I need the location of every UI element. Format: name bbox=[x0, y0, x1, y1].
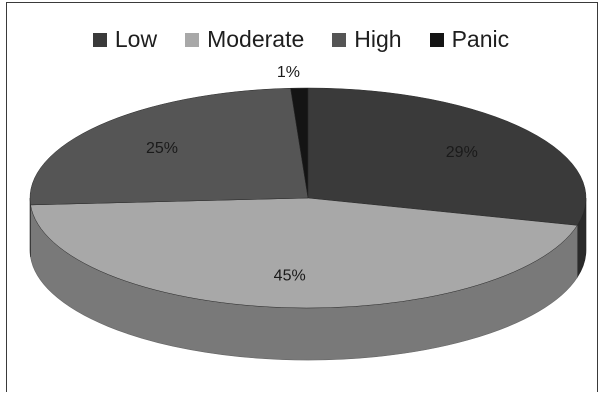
legend-label-moderate: Moderate bbox=[207, 26, 305, 52]
legend-item-high: High bbox=[332, 26, 402, 53]
legend-label-low: Low bbox=[114, 26, 158, 52]
pie-slice-low bbox=[307, 87, 587, 226]
legend-label-panic: Panic bbox=[451, 26, 510, 52]
pie-slice-panic bbox=[290, 87, 309, 199]
legend-swatch-low bbox=[92, 32, 107, 47]
pie-slice-high bbox=[29, 87, 309, 206]
pie-slice-moderate bbox=[30, 197, 578, 309]
pie-data-labels: 29% 45% 25% 1% bbox=[146, 64, 478, 285]
legend-swatch-panic bbox=[429, 32, 444, 47]
data-label-low: 29% bbox=[446, 144, 478, 161]
legend-item-panic: Panic bbox=[429, 26, 510, 53]
data-label-high: 25% bbox=[146, 140, 178, 157]
data-label-panic: 1% bbox=[277, 64, 300, 81]
legend-swatch-high bbox=[332, 32, 347, 47]
legend-swatch-moderate bbox=[185, 32, 200, 47]
data-label-moderate: 45% bbox=[274, 268, 306, 285]
legend-label-high: High bbox=[354, 26, 402, 52]
pie-top-faces bbox=[29, 87, 587, 309]
legend-item-moderate: Moderate bbox=[185, 26, 304, 53]
legend-item-low: Low bbox=[92, 26, 158, 53]
pie-side-high bbox=[29, 197, 31, 257]
pie-side-walls bbox=[29, 197, 587, 361]
chart-legend: Low Moderate High Panic bbox=[0, 26, 602, 53]
